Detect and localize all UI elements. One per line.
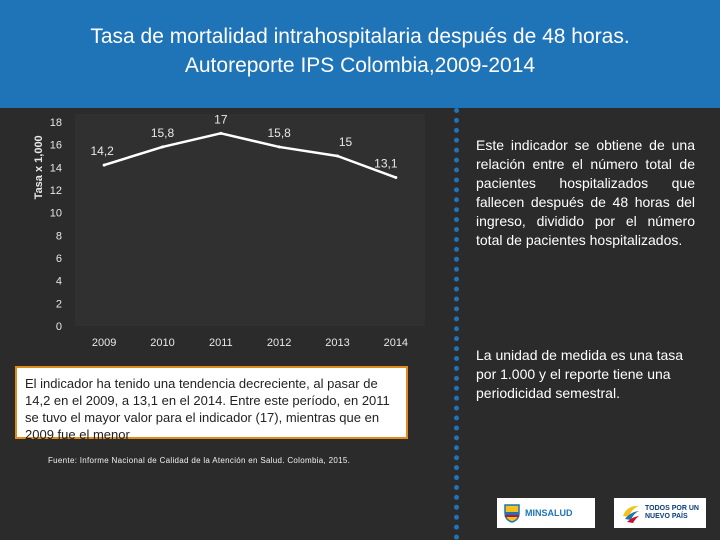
series-line: [103, 132, 397, 179]
data-point: [161, 145, 164, 149]
data-label: 15,8: [267, 126, 291, 140]
title-line-1: Tasa de mortalidad intrahospitalaria des…: [90, 25, 630, 48]
y-tick-label: 4: [56, 276, 62, 288]
y-tick-label: 8: [56, 230, 62, 242]
data-label: 15,8: [151, 126, 175, 140]
x-tick-label: 2012: [267, 337, 291, 348]
data-label: 14,2: [90, 144, 114, 158]
x-tick-label: 2013: [325, 337, 349, 348]
chart-area: 024681012141618200920102011201220132014A…: [0, 108, 440, 348]
coat-of-arms-icon: [504, 504, 520, 523]
data-label: 13,1: [374, 157, 398, 171]
y-tick-label: 6: [56, 253, 62, 265]
definition-paragraph: Este indicador se obtiene de una relació…: [476, 137, 695, 248]
line-chart: 024681012141618200920102011201220132014A…: [33, 112, 425, 348]
logo-line-2: NUEVO PAÍS: [645, 513, 688, 520]
minsalud-logo-text: MINSALUD: [525, 508, 573, 518]
todos-por-un-nuevo-pais-logo: TODOS POR UN NUEVO PAÍS: [614, 498, 706, 528]
source-citation: Fuente: Informe Nacional de Calidad de l…: [48, 456, 351, 465]
unit-paragraph: La unidad de medida es una tasa por 1.00…: [476, 347, 684, 401]
summary-note: El indicador ha tenido una tendencia dec…: [15, 366, 408, 442]
x-tick-label: 2009: [92, 337, 116, 348]
data-label: 17: [214, 112, 228, 126]
y-tick-label: 0: [56, 321, 62, 333]
page-title: Tasa de mortalidad intrahospitalaria des…: [0, 22, 720, 80]
logo-line-1: TODOS POR UN: [645, 505, 699, 512]
data-point: [102, 163, 106, 167]
y-tick-label: 12: [50, 185, 62, 197]
y-tick-label: 14: [50, 162, 62, 174]
y-axis-title: Tasa x 1,000: [33, 135, 45, 199]
x-tick-label: 2014: [384, 337, 408, 348]
x-tick-label: 2010: [150, 337, 174, 348]
y-tick-label: 18: [50, 117, 62, 129]
data-point: [219, 131, 223, 135]
data-point: [277, 145, 281, 149]
header-bar: [0, 0, 720, 108]
data-point: [394, 176, 398, 180]
dotted-divider: [454, 108, 459, 540]
y-tick-label: 10: [50, 208, 62, 220]
summary-note-text: El indicador ha tenido una tendencia dec…: [25, 376, 390, 442]
minsalud-logo: MINSALUD: [497, 498, 595, 528]
plot-background: [75, 114, 425, 326]
data-point: [336, 154, 339, 158]
x-tick-label: 2011: [209, 337, 233, 348]
y-tick-label: 2: [56, 298, 62, 310]
y-tick-label: 16: [50, 140, 62, 152]
colombia-flag-swirl-icon: [623, 505, 639, 523]
title-line-2: Autoreporte IPS Colombia,2009-2014: [184, 54, 536, 77]
data-label: 15: [339, 135, 353, 149]
